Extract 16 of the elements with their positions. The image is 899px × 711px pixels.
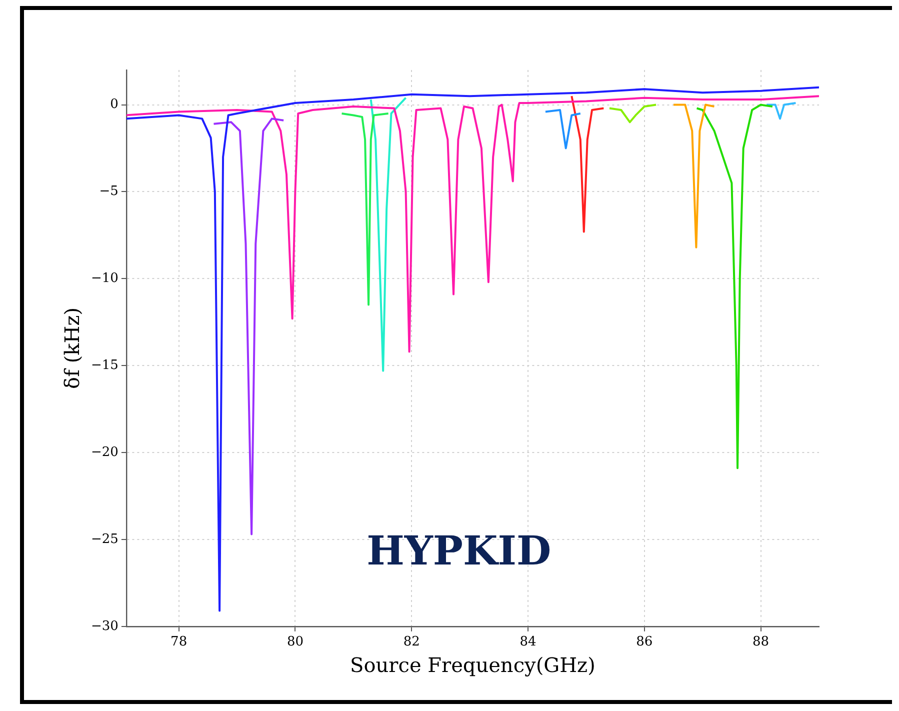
x-tick-label: 84 — [520, 634, 536, 650]
y-tick-label: −5 — [99, 184, 118, 200]
y-tick-label: 0 — [110, 97, 118, 112]
x-axis-title: Source Frequency(GHz) — [350, 653, 596, 678]
x-tick-label: 78 — [170, 634, 188, 650]
y-tick-label: −25 — [90, 532, 118, 547]
y-tick-label: −30 — [90, 618, 118, 634]
y-axis-title: δf (kHz) — [60, 307, 84, 389]
annotation: HYPKID — [366, 527, 552, 574]
x-tick-label: 80 — [286, 634, 304, 650]
y-tick-label: −10 — [90, 271, 118, 286]
y-tick-label: −20 — [90, 444, 118, 460]
y-tick-label: −15 — [90, 358, 118, 373]
x-tick-label: 88 — [752, 634, 770, 650]
x-tick-label: 82 — [403, 634, 420, 650]
x-tick-label: 86 — [636, 634, 653, 650]
